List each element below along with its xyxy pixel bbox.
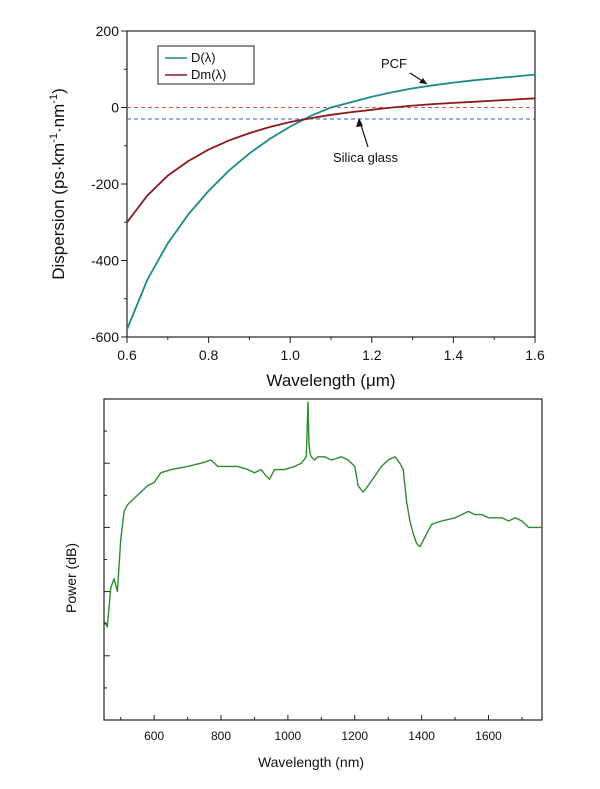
power-y-ticks <box>104 430 110 689</box>
y-tick-label: -600 <box>91 329 119 345</box>
dispersion-x-ticks: 0.6 0.8 1.0 1.2 1.4 1.6 <box>117 337 545 363</box>
x-tick-label: 0.6 <box>117 347 137 363</box>
series-line-d <box>126 73 536 330</box>
x-tick-label: 1200 <box>341 729 368 743</box>
x-tick-label: 1.2 <box>362 347 382 363</box>
x-tick-label: 800 <box>211 729 231 743</box>
x-tick-label: 1.6 <box>525 347 545 363</box>
y-tick-label: -400 <box>91 253 119 269</box>
dispersion-chart: 0.6 0.8 1.0 1.2 1.4 1.6 -600 -400 -200 0 200 D(λ)… <box>48 23 545 390</box>
x-tick-label: 600 <box>144 729 164 743</box>
dispersion-legend: D(λ) Dm(λ) <box>157 45 255 85</box>
legend-label-dm: Dm(λ) <box>191 67 226 82</box>
annotation-silica-arrowhead <box>356 118 363 127</box>
legend-label-d: D(λ) <box>191 50 216 65</box>
dispersion-y-axis-title: Dispersion (ps·km-1·nm-1) <box>48 88 68 280</box>
y-tick-label: 200 <box>96 23 120 39</box>
x-tick-label: 1.4 <box>444 347 464 363</box>
x-tick-label: 0.8 <box>199 347 219 363</box>
power-plot-frame <box>103 398 543 721</box>
power-x-ticks: 600 800 1000 1200 1400 1600 <box>120 715 523 743</box>
x-tick-label: 1600 <box>475 729 502 743</box>
annotation-pcf: PCF <box>381 56 407 71</box>
y-tick-label: -200 <box>91 176 119 192</box>
spectrum-line <box>103 401 542 628</box>
power-spectrum-chart: 600 800 1000 1200 1400 1600 Wavelength (nm) P… <box>63 398 543 770</box>
power-y-axis-title: Power (dB) <box>63 543 79 613</box>
annotation-silica: Silica glass <box>333 150 399 165</box>
x-tick-label: 1400 <box>408 729 435 743</box>
dispersion-x-axis-title: Wavelength (μm) <box>266 371 395 390</box>
y-tick-label: 0 <box>111 100 119 116</box>
annotation-pcf-arrowhead <box>419 78 427 84</box>
power-x-axis-title: Wavelength (nm) <box>258 754 364 770</box>
power-series-line <box>103 401 542 628</box>
series-line-dm <box>126 97 536 223</box>
x-tick-label: 1000 <box>275 729 302 743</box>
dispersion-y-ticks: -600 -400 -200 0 200 <box>91 23 127 345</box>
dispersion-annotations: PCF Silica glass <box>333 56 428 165</box>
x-tick-label: 1.0 <box>280 347 300 363</box>
legend-box <box>157 45 255 85</box>
dispersion-series-lines <box>126 73 536 330</box>
